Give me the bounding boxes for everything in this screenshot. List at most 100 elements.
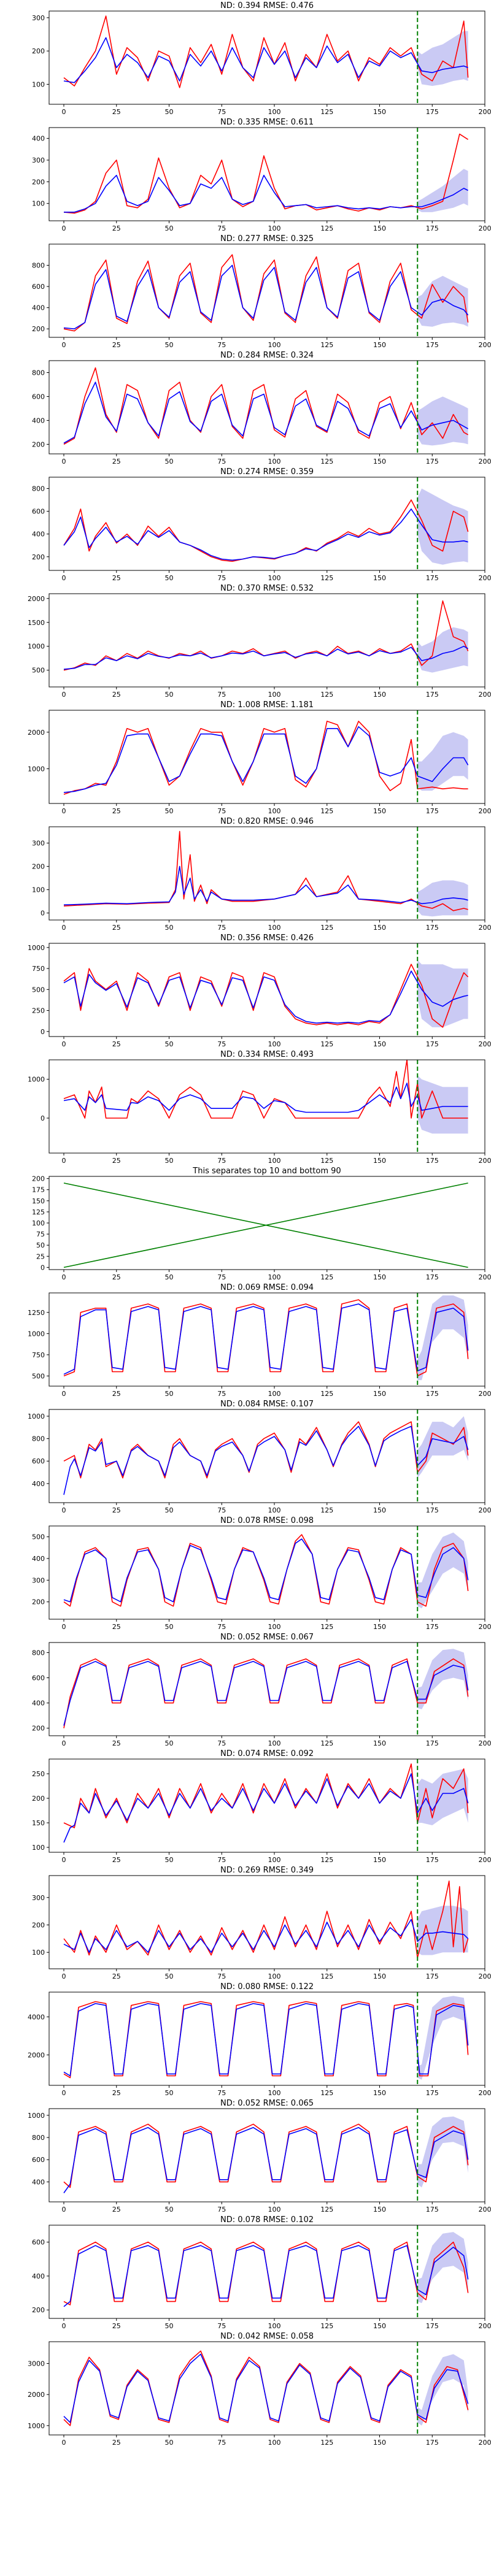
x-tick-label: 0 bbox=[62, 574, 66, 582]
confidence-band bbox=[417, 1996, 468, 2080]
y-tick-label: 1000 bbox=[28, 944, 45, 952]
y-tick-label: 300 bbox=[32, 1576, 45, 1584]
chart-panel: ND: 0.334 RMSE: 0.493 0 25 50 75 100 125 150 175… bbox=[28, 1050, 491, 1165]
y-tick-label: 600 bbox=[32, 2239, 45, 2247]
x-tick-label: 200 bbox=[479, 1506, 491, 1514]
chart-panel: ND: 0.277 RMSE: 0.325 0 25 50 75 100 125 150 175… bbox=[32, 234, 491, 349]
x-tick-label: 100 bbox=[268, 1506, 281, 1514]
x-tick-label: 150 bbox=[373, 691, 386, 699]
axes-frame bbox=[48, 1875, 485, 1969]
y-tick-label: 100 bbox=[32, 886, 45, 894]
y-tick-label: 250 bbox=[32, 1007, 45, 1015]
chart-title: ND: 0.052 RMSE: 0.065 bbox=[220, 2099, 314, 2108]
series-line bbox=[63, 254, 469, 332]
y-tick-label: 500 bbox=[32, 986, 45, 994]
y-tick-label: 400 bbox=[32, 531, 45, 539]
x-tick-label: 50 bbox=[165, 2322, 174, 2330]
axes-frame bbox=[48, 1176, 485, 1270]
x-tick-label: 0 bbox=[62, 108, 66, 116]
y-tick-label: 1000 bbox=[28, 2112, 45, 2120]
x-tick-label: 100 bbox=[268, 2439, 281, 2447]
axes-frame bbox=[48, 10, 485, 105]
axes-frame bbox=[48, 1409, 485, 1503]
x-tick-label: 200 bbox=[479, 2439, 491, 2447]
y-tick-label: 2000 bbox=[28, 729, 45, 737]
plot-area bbox=[63, 244, 469, 337]
y-tick-label: 2000 bbox=[28, 2391, 45, 2399]
confidence-band bbox=[417, 732, 468, 791]
x-tick-label: 0 bbox=[62, 2322, 66, 2330]
x-tick-label: 75 bbox=[217, 458, 226, 466]
x-tick-label: 125 bbox=[320, 924, 333, 932]
axes-frame bbox=[48, 360, 485, 454]
y-tick-label: 200 bbox=[32, 553, 45, 561]
x-tick-label: 50 bbox=[165, 574, 174, 582]
series-line bbox=[63, 508, 468, 561]
x-tick-label: 75 bbox=[217, 1972, 226, 1980]
chart-title: ND: 0.356 RMSE: 0.426 bbox=[220, 933, 314, 943]
x-tick-label: 125 bbox=[320, 341, 333, 349]
x-tick-label: 200 bbox=[479, 1623, 491, 1631]
x-tick-label: 25 bbox=[112, 2322, 121, 2330]
x-tick-label: 50 bbox=[165, 1506, 174, 1514]
y-tick-label: 1500 bbox=[28, 619, 45, 627]
x-tick-label: 200 bbox=[479, 2322, 491, 2330]
series-line bbox=[63, 1425, 469, 1495]
x-tick-label: 25 bbox=[112, 2206, 121, 2214]
confidence-band bbox=[417, 2116, 468, 2188]
x-tick-label: 25 bbox=[112, 1390, 121, 1398]
x-tick-label: 125 bbox=[320, 2206, 333, 2214]
y-tick-label: 300 bbox=[32, 14, 45, 22]
x-tick-label: 75 bbox=[217, 341, 226, 349]
y-tick-label: 200 bbox=[32, 440, 45, 448]
y-tick-label: 250 bbox=[32, 1770, 45, 1778]
x-tick-label: 0 bbox=[62, 1623, 66, 1631]
x-tick-label: 75 bbox=[217, 691, 226, 699]
chart-panel: This separates top 10 and bottom 90 0 25 50… bbox=[32, 1167, 491, 1281]
y-tick-label: 800 bbox=[32, 262, 45, 270]
x-tick-label: 100 bbox=[268, 807, 281, 815]
axes-frame bbox=[48, 1292, 485, 1387]
x-tick-label: 25 bbox=[112, 224, 121, 232]
x-tick-label: 175 bbox=[426, 108, 439, 116]
y-tick-label: 0 bbox=[41, 1028, 45, 1036]
axes-frame bbox=[48, 1758, 485, 1853]
x-tick-label: 175 bbox=[426, 2089, 439, 2097]
x-tick-label: 75 bbox=[217, 1390, 226, 1398]
x-tick-label: 125 bbox=[320, 1390, 333, 1398]
series-line bbox=[64, 174, 468, 213]
y-tick-label: 1000 bbox=[28, 2422, 45, 2430]
confidence-band bbox=[417, 1769, 468, 1825]
axes-frame bbox=[48, 943, 485, 1037]
chart-panel: ND: 0.274 RMSE: 0.359 0 25 50 75 100 125 150 175… bbox=[32, 467, 491, 582]
chart-title: ND: 0.069 RMSE: 0.094 bbox=[220, 1283, 314, 1292]
x-tick-label: 25 bbox=[112, 807, 121, 815]
x-tick-label: 75 bbox=[217, 108, 226, 116]
y-tick-label: 200 bbox=[32, 1921, 45, 1929]
x-tick-label: 25 bbox=[112, 1157, 121, 1165]
x-tick-label: 150 bbox=[373, 807, 386, 815]
y-tick-label: 25 bbox=[36, 1252, 45, 1260]
x-tick-label: 50 bbox=[165, 108, 174, 116]
x-tick-label: 150 bbox=[373, 458, 386, 466]
x-tick-label: 50 bbox=[165, 2439, 174, 2447]
y-tick-label: 150 bbox=[32, 1819, 45, 1827]
plot-area bbox=[63, 477, 469, 570]
plot-area bbox=[63, 710, 469, 803]
x-tick-label: 50 bbox=[165, 1972, 174, 1980]
x-tick-label: 200 bbox=[479, 1390, 491, 1398]
x-tick-label: 175 bbox=[426, 1506, 439, 1514]
x-tick-label: 75 bbox=[217, 2322, 226, 2330]
x-tick-label: 50 bbox=[165, 2206, 174, 2214]
series-line bbox=[63, 645, 468, 670]
x-tick-label: 150 bbox=[373, 2089, 386, 2097]
plot-area bbox=[63, 1759, 469, 1852]
x-tick-label: 125 bbox=[320, 108, 333, 116]
x-tick-label: 150 bbox=[373, 1506, 386, 1514]
series-line bbox=[63, 726, 469, 793]
y-tick-label: 1000 bbox=[28, 643, 45, 651]
x-tick-label: 200 bbox=[479, 1856, 491, 1864]
x-tick-label: 150 bbox=[373, 108, 386, 116]
x-tick-label: 0 bbox=[62, 2206, 66, 2214]
series-line bbox=[63, 1421, 469, 1479]
